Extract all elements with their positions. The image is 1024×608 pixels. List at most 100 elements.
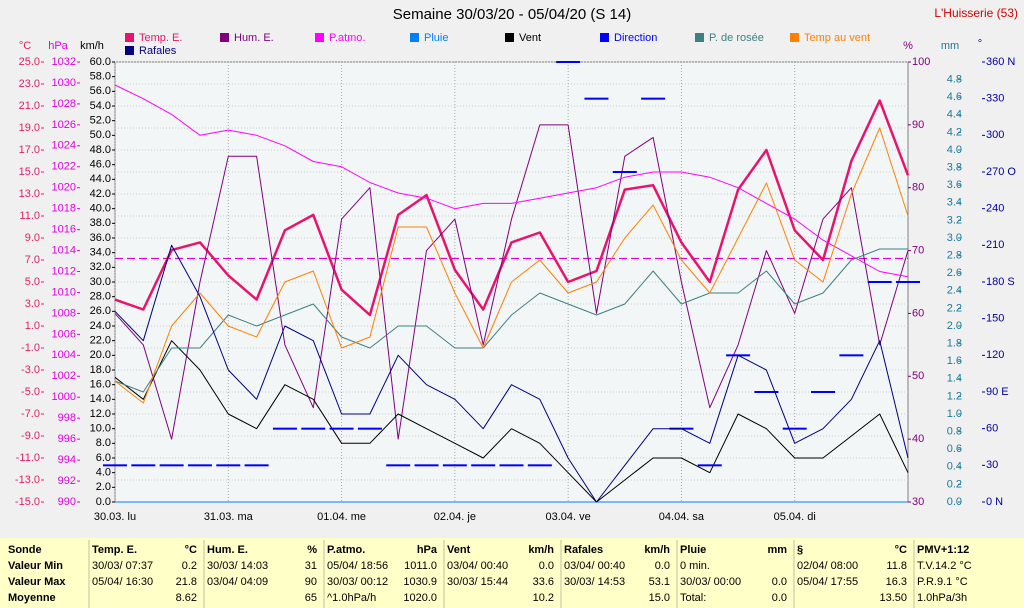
y-tick-label: 2.8: [947, 250, 962, 262]
y-tick-label: 16.0: [90, 379, 111, 391]
y-tick-label: 998: [58, 412, 76, 424]
y-tick-label: 1.8: [947, 338, 962, 350]
y-tick-label: 60: [912, 307, 924, 319]
table-header: §: [797, 544, 803, 556]
y-tick-label: 1026: [52, 119, 76, 131]
station-name: L'Huisserie (53): [934, 6, 1018, 20]
direction-dot: [103, 464, 127, 467]
table-header: Pluie: [680, 544, 706, 556]
y-tick-label: 26.0: [90, 305, 111, 317]
table-date: 30/03/ 14:03: [207, 560, 268, 572]
legend-label: P.atmo.: [329, 32, 366, 44]
y-tick-label: 52.0: [90, 115, 111, 127]
x-tick-label: 01.04. me: [317, 511, 366, 523]
y-tick-label: -11.0: [16, 452, 40, 464]
y-tick-label: 30: [912, 496, 924, 508]
y-tick-label: 1018: [52, 203, 76, 215]
y-tick-label: 8.0: [96, 437, 111, 449]
table-date: 03/04/ 00:40: [447, 560, 508, 572]
y-tick-label: 10.0: [90, 423, 111, 435]
y-tick-label: 42.0: [90, 188, 111, 200]
x-tick-label: 30.03. lu: [94, 511, 136, 523]
y-tick-label: 3.2: [947, 214, 962, 226]
direction-dot: [697, 464, 722, 467]
y-tick-label: 300: [986, 129, 1004, 141]
y-tick-label: 2.2: [947, 302, 962, 314]
y-tick-label: 1020: [52, 182, 76, 194]
y-tick-label: 48.0: [90, 144, 111, 156]
legend-swatch: [790, 33, 799, 42]
y-tick-label: 4.8: [947, 74, 962, 86]
table-date: 0 min.: [680, 560, 710, 572]
series-line: [114, 244, 909, 503]
table-date: Total:: [680, 592, 706, 604]
y-tick-label: 7.0: [25, 254, 40, 266]
direction-dot: [357, 427, 382, 430]
direction-dot: [896, 281, 920, 283]
y-tick-label: 17.0: [19, 144, 40, 156]
y-tick-label: 28.0: [90, 291, 111, 303]
y-tick-label: 25.0: [19, 56, 40, 68]
table-date: 30/03/ 00:12: [327, 576, 388, 588]
axis-unit: °: [978, 38, 982, 50]
table-value: 13.50: [879, 592, 907, 604]
table-value: 0.0: [772, 592, 787, 604]
y-tick-label: 22.0: [90, 335, 111, 347]
table-unit: %: [307, 544, 317, 556]
y-tick-label: -15.0: [15, 496, 40, 508]
y-tick-label: 58.0: [90, 71, 111, 83]
table-value: 16.3: [886, 576, 907, 588]
series-line: [114, 99, 910, 317]
y-tick-label: 40: [912, 433, 924, 445]
y-tick-label: 3.6: [947, 179, 962, 191]
table-date: 30/03/ 14:53: [564, 576, 625, 588]
y-tick-label: 4.4: [947, 109, 962, 121]
legend-swatch: [125, 46, 134, 55]
direction-dot: [329, 427, 354, 430]
y-tick-label: 1002: [52, 370, 76, 382]
direction-dot: [272, 427, 297, 430]
y-tick-label: 14.0: [90, 393, 111, 405]
direction-dot: [754, 391, 779, 393]
legend-label: Temp. E.: [139, 32, 182, 44]
legend-label: Temp au vent: [804, 32, 870, 44]
table-unit: °C: [895, 544, 907, 556]
table-value: 33.6: [533, 576, 554, 588]
y-tick-label: 120: [986, 349, 1004, 361]
y-tick-label: 0.2: [947, 478, 962, 490]
direction-dot: [159, 464, 184, 467]
table-row-label: Sonde: [8, 544, 42, 556]
y-tick-label: 1006: [52, 328, 76, 340]
legend-label: Pluie: [424, 32, 448, 44]
table-header: Hum. E.: [207, 544, 248, 556]
y-tick-label: 0.0: [947, 496, 962, 508]
table-row-label: Valeur Max: [8, 576, 66, 588]
table-value: 0.0: [539, 560, 554, 572]
table-value: 0.0: [655, 560, 670, 572]
y-tick-label: 996: [58, 433, 76, 445]
table-row-label: Valeur Min: [8, 560, 63, 572]
y-tick-label: 5.0: [25, 276, 40, 288]
y-tick-label: -9.0: [21, 430, 40, 442]
y-tick-label: 11.0: [19, 210, 40, 222]
direction-dot: [216, 464, 241, 467]
direction-dot: [556, 61, 581, 63]
y-tick-label: -5.0: [21, 386, 40, 398]
series-line: [114, 340, 909, 503]
legend-label: Direction: [614, 32, 657, 44]
y-tick-label: 32.0: [90, 261, 111, 273]
y-tick-label: 990: [58, 496, 76, 508]
y-tick-label: 44.0: [90, 173, 111, 185]
table-value: 90: [305, 576, 317, 588]
table-value: 8.62: [176, 592, 197, 604]
y-tick-label: 1012: [52, 265, 76, 277]
chart-title: Semaine 30/03/20 - 05/04/20 (S 14): [393, 6, 632, 23]
direction-dot: [131, 464, 156, 467]
legend-swatch: [125, 33, 134, 42]
y-tick-label: 0.4: [947, 461, 962, 473]
table-value: 31: [305, 560, 317, 572]
direction-dot: [244, 464, 269, 467]
y-tick-label: 1014: [52, 244, 76, 256]
x-tick-label: 05.04. di: [774, 511, 816, 523]
y-tick-label: 1022: [52, 161, 76, 173]
